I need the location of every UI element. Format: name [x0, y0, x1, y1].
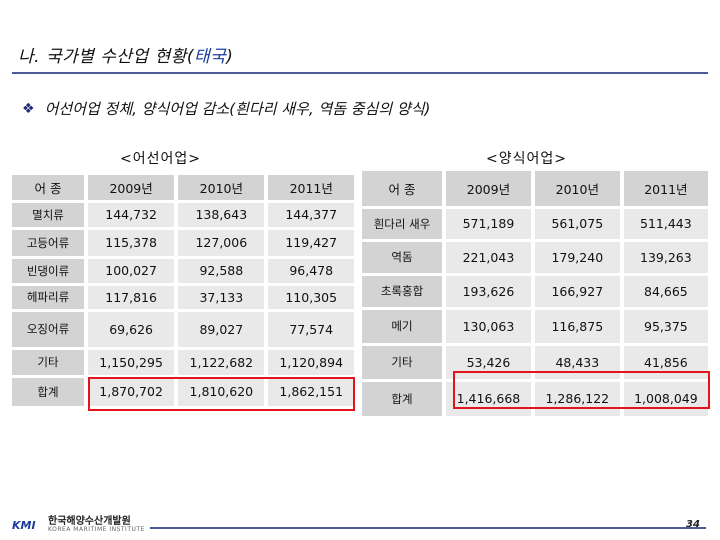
table-row: 멸치류 144,732 138,643 144,377 — [12, 199, 354, 228]
cell-value: 1,120,894 — [264, 346, 354, 376]
cell-value: 48,433 — [530, 342, 622, 380]
right-total-highlight-box — [453, 371, 710, 409]
table-row: 기타 1,150,295 1,122,682 1,120,894 — [12, 346, 354, 376]
table-header-row: 어 종 2009년 2010년 2011년 — [12, 175, 354, 201]
diamond-bullet-icon: ❖ — [22, 100, 35, 117]
aquaculture-table: 어 종 2009년 2010년 2011년 흰다리 새우 571,189 561… — [362, 171, 708, 416]
table-header-row: 어 종 2009년 2010년 2011년 — [362, 171, 708, 207]
title-divider — [12, 72, 708, 74]
header-2010: 2010년 — [530, 171, 622, 207]
cell-value: 1,862,151 — [264, 374, 354, 406]
row-label: 합계 — [362, 378, 444, 416]
table-row: 역돔 221,043 179,240 139,263 — [362, 238, 708, 274]
cell-value: 1,150,295 — [83, 346, 177, 376]
table-row: 합계 1,416,668 1,286,122 1,008,049 — [362, 378, 708, 416]
cell-value: 1,286,122 — [530, 378, 622, 416]
cell-value: 77,574 — [264, 308, 354, 348]
table-row: 메기 130,063 116,875 95,375 — [362, 306, 708, 344]
cell-value: 117,816 — [83, 282, 177, 310]
cell-value: 221,043 — [442, 238, 533, 274]
header-2009: 2009년 — [83, 175, 177, 201]
cell-value: 95,375 — [619, 306, 708, 344]
header-species: 어 종 — [12, 175, 86, 201]
header-2010: 2010년 — [174, 175, 267, 201]
cell-value: 119,427 — [264, 226, 354, 257]
cell-value: 1,416,668 — [442, 378, 533, 416]
cell-value: 127,006 — [174, 226, 267, 257]
capture-fishery-table: 어 종 2009년 2010년 2011년 멸치류 144,732 138,64… — [12, 175, 354, 406]
slide-title: 나. 국가별 수산업 현황(태국) — [18, 42, 233, 67]
cell-value: 166,927 — [530, 272, 622, 308]
bullet-text: 어선어업 정체, 양식어업 감소(흰다리 새우, 역돔 중심의 양식) — [44, 100, 431, 118]
cell-value: 193,626 — [442, 272, 533, 308]
logo-text: 한국해양수산개발원 KOREA MARITIME INSTITUTE — [48, 516, 145, 534]
cell-value: 96,478 — [264, 255, 354, 284]
row-label: 멸치류 — [12, 199, 86, 228]
cell-value: 130,063 — [442, 306, 533, 344]
kmi-logo-icon: KMI — [12, 518, 36, 532]
footer-divider — [150, 527, 706, 529]
row-label: 메기 — [362, 306, 444, 344]
cell-value: 511,443 — [619, 205, 708, 240]
logo-korean: 한국해양수산개발원 — [48, 516, 131, 528]
table-row: 빈댕이류 100,027 92,588 96,478 — [12, 255, 354, 284]
cell-value: 571,189 — [442, 205, 533, 240]
row-label: 역돔 — [362, 238, 444, 274]
cell-value: 69,626 — [83, 308, 177, 348]
title-prefix: 나. 국가별 수산업 현황( — [18, 47, 195, 67]
cell-value: 53,426 — [442, 342, 533, 380]
table-row: 오징어류 69,626 89,027 77,574 — [12, 308, 354, 348]
cell-value: 1,810,620 — [174, 374, 267, 406]
row-label: 빈댕이류 — [12, 255, 86, 284]
row-label: 기타 — [362, 342, 444, 380]
cell-value: 116,875 — [530, 306, 622, 344]
cell-value: 115,378 — [83, 226, 177, 257]
page-number: 34 — [686, 519, 700, 530]
cell-value: 37,133 — [174, 282, 267, 310]
table-row: 기타 53,426 48,433 41,856 — [362, 342, 708, 380]
left-table-caption: <어선어업> — [120, 151, 201, 167]
title-suffix: ) — [226, 47, 234, 67]
cell-value: 89,027 — [174, 308, 267, 348]
cell-value: 110,305 — [264, 282, 354, 310]
table-row: 헤파리류 117,816 37,133 110,305 — [12, 282, 354, 310]
row-label: 기타 — [12, 346, 86, 376]
row-label: 헤파리류 — [12, 282, 86, 310]
row-label: 고등어류 — [12, 226, 86, 257]
cell-value: 144,732 — [83, 199, 177, 228]
cell-value: 139,263 — [619, 238, 708, 274]
cell-value: 84,665 — [619, 272, 708, 308]
cell-value: 179,240 — [530, 238, 622, 274]
table-row: 초록홍합 193,626 166,927 84,665 — [362, 272, 708, 308]
header-2011: 2011년 — [619, 171, 708, 207]
cell-value: 144,377 — [264, 199, 354, 228]
header-2011: 2011년 — [264, 175, 354, 201]
cell-value: 1,122,682 — [174, 346, 267, 376]
bullet-row: ❖ 어선어업 정체, 양식어업 감소(흰다리 새우, 역돔 중심의 양식) — [22, 98, 430, 119]
header-2009: 2009년 — [442, 171, 533, 207]
row-label: 흰다리 새우 — [362, 205, 444, 240]
right-table-caption: <양식어업> — [486, 151, 567, 167]
title-highlight: 태국 — [194, 47, 227, 67]
logo-english: KOREA MARITIME INSTITUTE — [48, 526, 145, 534]
table-row: 고등어류 115,378 127,006 119,427 — [12, 226, 354, 257]
cell-value: 92,588 — [174, 255, 267, 284]
cell-value: 100,027 — [83, 255, 177, 284]
header-species: 어 종 — [362, 171, 444, 207]
row-label: 합계 — [12, 374, 86, 406]
row-label: 초록홍합 — [362, 272, 444, 308]
cell-value: 1,008,049 — [619, 378, 708, 416]
left-total-highlight-box — [88, 377, 355, 411]
row-label: 오징어류 — [12, 308, 86, 348]
cell-value: 138,643 — [174, 199, 267, 228]
table-row: 흰다리 새우 571,189 561,075 511,443 — [362, 205, 708, 240]
cell-value: 41,856 — [619, 342, 708, 380]
cell-value: 561,075 — [530, 205, 622, 240]
footer-logo: KMI 한국해양수산개발원 KOREA MARITIME INSTITUTE — [12, 516, 145, 534]
